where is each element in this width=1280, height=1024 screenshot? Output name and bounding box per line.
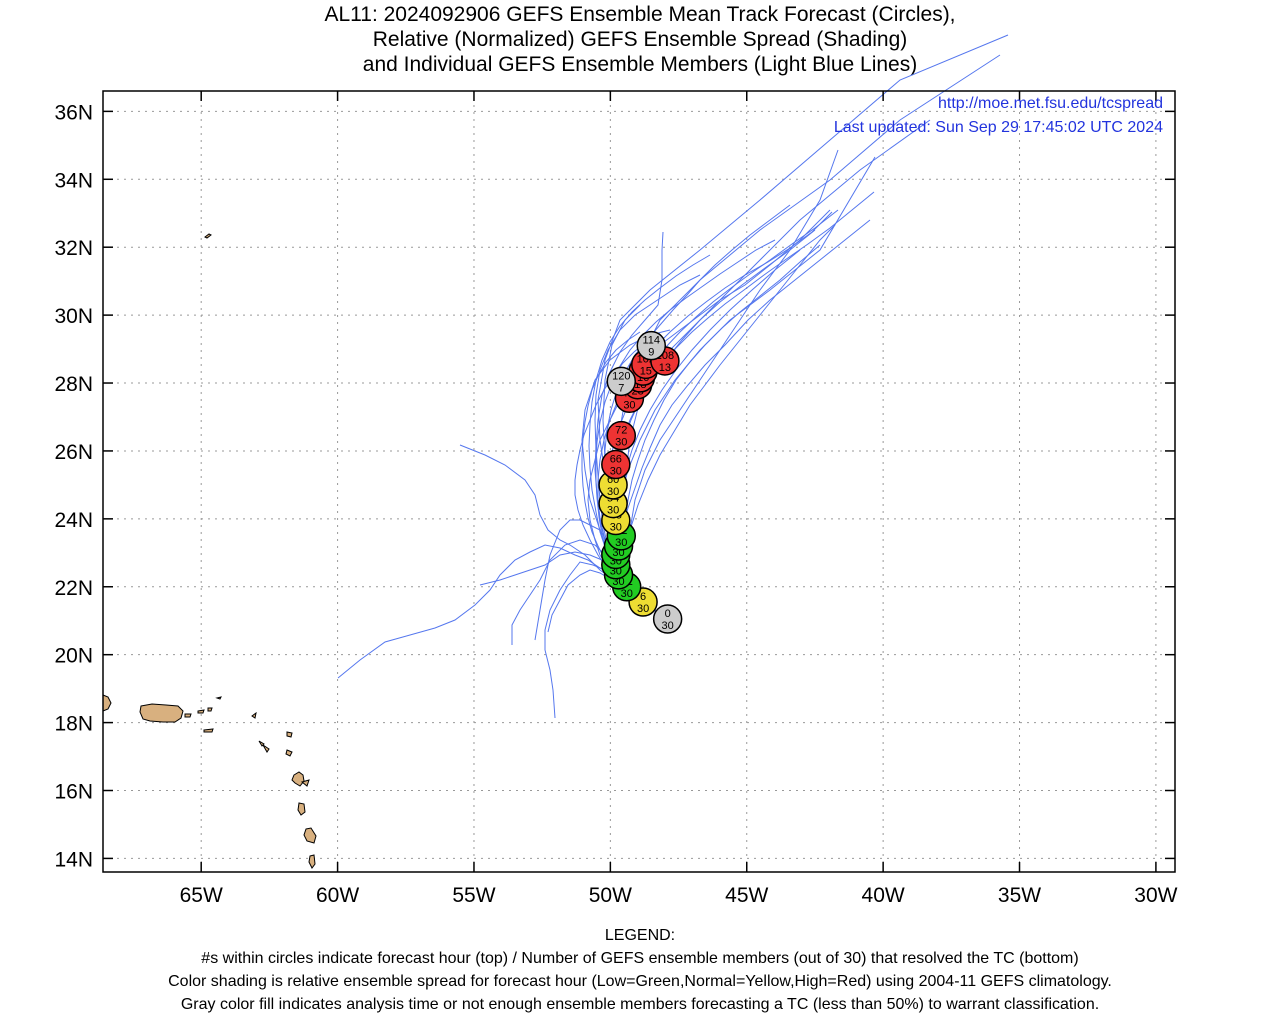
st-kitts-island <box>258 740 270 753</box>
anguilla-island <box>251 711 257 719</box>
member-count-label: 13 <box>659 362 671 374</box>
lat-tick-label: 26N <box>54 441 93 464</box>
title-line-1: AL11: 2024092906 GEFS Ensemble Mean Trac… <box>324 3 956 26</box>
member-count-label: 15 <box>640 365 652 377</box>
title-line-3: and Individual GEFS Ensemble Members (Li… <box>362 53 918 76</box>
forecast-hour-label: 120 <box>612 370 630 382</box>
st-croix-island <box>203 728 214 733</box>
forecast-circle <box>636 330 667 361</box>
legend-heading: LEGEND: <box>604 927 676 944</box>
lat-tick-label: 14N <box>54 848 93 871</box>
lon-tick-label: 35W <box>998 884 1041 907</box>
lat-tick-label: 20N <box>54 645 93 668</box>
lon-tick-label: 45W <box>725 884 768 907</box>
credits-updated: Last updated: Sun Sep 29 17:45:02 UTC 20… <box>834 119 1163 136</box>
forecast-hour-label: 114 <box>643 335 661 347</box>
lon-tick-label: 50W <box>589 884 632 907</box>
antigua-island <box>286 731 293 738</box>
dominica-island <box>297 802 306 816</box>
member-count-label: 30 <box>607 486 619 498</box>
member-count-label: 30 <box>637 603 649 615</box>
member-count-label: 30 <box>615 537 627 549</box>
lat-tick-label: 24N <box>54 509 93 532</box>
forecast-circle <box>606 420 637 451</box>
lat-tick-label: 18N <box>54 713 93 736</box>
member-count-label: 7 <box>618 382 624 394</box>
forecast-hour-label: 0 <box>665 608 671 620</box>
member-count-label: 9 <box>648 347 654 359</box>
legend-line-1: #s within circles indicate forecast hour… <box>201 950 1079 967</box>
forecast-hour-label: 6 <box>640 591 646 603</box>
forecast-point: 030 <box>652 604 683 634</box>
member-count-label: 30 <box>610 466 622 478</box>
lon-tick-label: 65W <box>180 884 223 907</box>
member-count-label: 30 <box>607 505 619 517</box>
forecast-circle <box>601 449 631 480</box>
latitude-tick-labels: 14N 16N 18N 20N 22N 24N 26N 28N 30N 32N 34N 36N <box>54 101 93 871</box>
lat-tick-label: 30N <box>54 305 93 328</box>
guadeloupe-island <box>291 771 310 787</box>
martinique-island <box>303 827 317 844</box>
plot-frame <box>102 90 1176 873</box>
mean-track-circles: 0306301230183024303030363042304830543060… <box>598 330 683 634</box>
credits-url: http://moe.met.fsu.edu/tcspread <box>938 95 1163 112</box>
lon-tick-label: 40W <box>862 884 905 907</box>
vieques-island <box>184 713 192 718</box>
st-lucia-island <box>308 854 316 869</box>
forecast-circle <box>606 366 637 397</box>
forecast-hour-label: 66 <box>610 454 622 466</box>
member-count-label: 30 <box>621 588 633 600</box>
lat-tick-label: 36N <box>54 101 93 124</box>
puerto-rico-island <box>139 703 184 723</box>
virgin-islands <box>197 696 222 714</box>
axis-ticks <box>103 91 1175 872</box>
land-masses <box>102 233 317 869</box>
member-count-label: 30 <box>623 399 635 411</box>
legend-line-3: Gray color fill indicates analysis time … <box>180 996 1100 1013</box>
lon-tick-label: 30W <box>1134 884 1177 907</box>
forecast-hour-label: 72 <box>615 425 627 437</box>
lat-tick-label: 28N <box>54 373 93 396</box>
lat-tick-label: 34N <box>54 169 93 192</box>
lat-tick-label: 16N <box>54 781 93 804</box>
plot-area <box>103 91 1175 872</box>
montserrat-island <box>285 749 293 757</box>
lon-tick-label: 55W <box>452 884 495 907</box>
forecast-circle <box>652 604 683 634</box>
member-count-label: 30 <box>610 522 622 534</box>
bermuda-island <box>204 233 212 239</box>
lat-tick-label: 32N <box>54 237 93 260</box>
lon-tick-label: 60W <box>316 884 359 907</box>
legend-line-2: Color shading is relative ensemble sprea… <box>168 973 1112 990</box>
member-count-label: 30 <box>615 437 627 449</box>
lat-tick-label: 22N <box>54 577 93 600</box>
title-line-2: Relative (Normalized) GEFS Ensemble Spre… <box>372 28 908 51</box>
longitude-tick-labels: 65W 60W 55W 50W 45W 40W 35W 30W <box>180 884 1178 907</box>
member-count-label: 30 <box>662 620 674 632</box>
